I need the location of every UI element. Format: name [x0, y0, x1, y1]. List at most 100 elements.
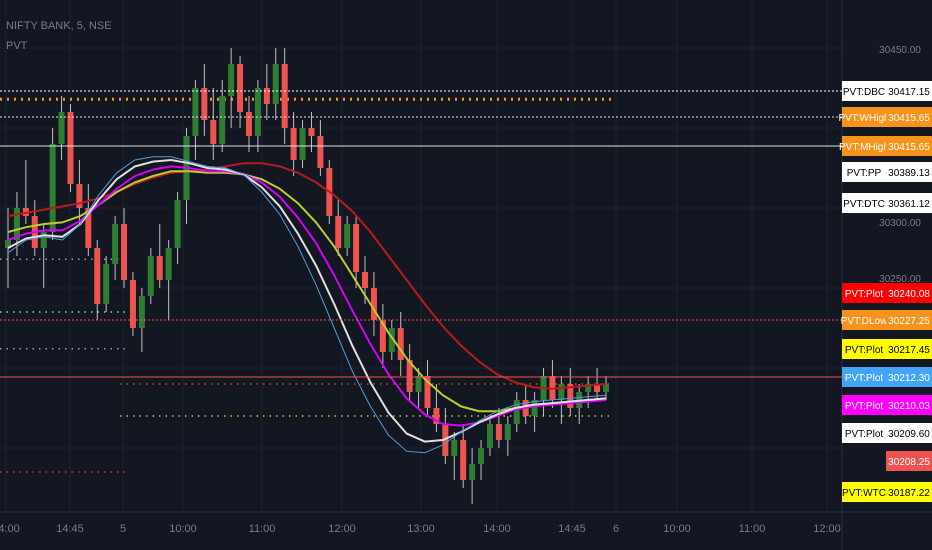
- candle-body: [379, 320, 386, 352]
- price-label-name: PVT:Plot: [845, 401, 884, 412]
- price-label-name-box: [842, 162, 886, 182]
- x-tick-label: 12:00: [813, 523, 841, 535]
- price-label-value-box: [886, 136, 932, 156]
- price-label-name-box: [842, 310, 886, 330]
- candle-body: [344, 224, 351, 248]
- candle-body: [397, 328, 404, 360]
- candle-body: [415, 376, 422, 392]
- ema-line: [7, 158, 607, 443]
- price-label-name: PVT:DBC: [843, 87, 885, 98]
- candle-body: [138, 296, 145, 328]
- candle-body: [594, 384, 601, 392]
- y-tick-label: 30250.00: [879, 274, 921, 285]
- price-label-value: 30208.25: [888, 457, 930, 468]
- price-label-name: PVT:DTC: [843, 199, 885, 210]
- candle-body: [469, 464, 476, 480]
- price-label-value: 30212.30: [888, 373, 930, 384]
- price-label-name: PVT:MHigh: [839, 142, 889, 153]
- candle-body: [362, 272, 369, 288]
- price-label-name-box: [842, 193, 886, 213]
- candle-body: [504, 424, 511, 440]
- x-tick-label: 12:00: [328, 523, 356, 535]
- x-tick-label: 13:00: [407, 523, 435, 535]
- candle-body: [603, 384, 609, 392]
- y-tick-label: 30450.00: [879, 45, 921, 56]
- price-label-name-box: [842, 283, 886, 303]
- candle-body: [370, 288, 377, 320]
- price-label-value: 30217.45: [888, 345, 930, 356]
- indicator-name: PVT: [6, 40, 28, 52]
- price-label-value-box: [886, 283, 932, 303]
- candle-body: [245, 112, 252, 136]
- candle-body: [49, 144, 56, 232]
- price-label-value-box: [886, 339, 932, 359]
- candle-body: [567, 384, 574, 408]
- price-label-name-box: [842, 423, 886, 443]
- price-label-name-box: [842, 107, 886, 127]
- price-label-value-box: [886, 162, 932, 182]
- price-label-name: PVT:Plot: [845, 289, 884, 300]
- candle-body: [585, 384, 592, 392]
- price-label-name: PVT:Plot: [845, 429, 884, 440]
- candle-body: [495, 424, 502, 440]
- price-label-name-box: [842, 482, 886, 502]
- candle-body: [165, 248, 172, 280]
- price-label-name-box: [842, 395, 886, 415]
- price-label-value-box: [886, 107, 932, 127]
- x-tick-label: 6: [613, 523, 619, 535]
- price-label-value: 30361.12: [888, 199, 930, 210]
- candle-body: [281, 64, 288, 128]
- x-tick-label: 14:45: [558, 523, 586, 535]
- x-tick-label: 5: [120, 523, 126, 535]
- price-label-value-box: [886, 451, 932, 471]
- candle-body: [531, 400, 538, 416]
- candle-body: [219, 96, 226, 144]
- candle-body: [272, 64, 279, 104]
- candle-body: [451, 440, 458, 456]
- price-label-value-box: [886, 367, 932, 387]
- candle-body: [299, 128, 306, 160]
- price-label-name: PVT:Plot: [845, 373, 884, 384]
- candle-body: [433, 408, 440, 424]
- candle-body: [460, 440, 467, 480]
- price-label-value-box: [886, 482, 932, 502]
- x-tick-label: 10:00: [663, 523, 691, 535]
- price-label-value-box: [886, 423, 932, 443]
- candle-body: [67, 112, 74, 184]
- candle-body: [5, 240, 11, 248]
- y-tick-label: 30300.00: [879, 218, 921, 229]
- candle-body: [388, 328, 395, 352]
- candle-body: [103, 264, 110, 304]
- candle-body: [424, 376, 431, 408]
- symbol-title: NIFTY BANK, 5, NSE: [6, 20, 112, 32]
- price-label-value: 30209.60: [888, 429, 930, 440]
- candle-body: [290, 128, 297, 160]
- candle-body: [147, 256, 154, 296]
- ema-line: [7, 162, 607, 390]
- candle-body: [228, 64, 235, 96]
- price-label-value-box: [886, 81, 932, 101]
- candle-body: [121, 224, 128, 280]
- price-label-name-box: [842, 367, 886, 387]
- price-label-value: 30240.08: [888, 289, 930, 300]
- price-label-value: 30210.03: [888, 401, 930, 412]
- ema-line: [7, 165, 607, 427]
- candle-body: [317, 136, 324, 168]
- x-tick-label: 14:45: [56, 523, 84, 535]
- x-tick-label: 14:00: [483, 523, 511, 535]
- candle-body: [254, 88, 261, 136]
- candle-body: [335, 216, 342, 248]
- candle-body: [174, 200, 181, 248]
- price-label-name-box: [842, 81, 886, 101]
- candle-body: [210, 120, 217, 144]
- candle-body: [308, 128, 315, 136]
- price-label-value-box: [886, 310, 932, 330]
- price-label-name-box: [842, 136, 886, 156]
- price-label-value: 30415.65: [888, 113, 930, 124]
- price-label-value: 30415.65: [888, 142, 930, 153]
- candle-body: [13, 208, 20, 240]
- candle-body: [513, 400, 520, 424]
- price-label-value: 30227.25: [888, 316, 930, 327]
